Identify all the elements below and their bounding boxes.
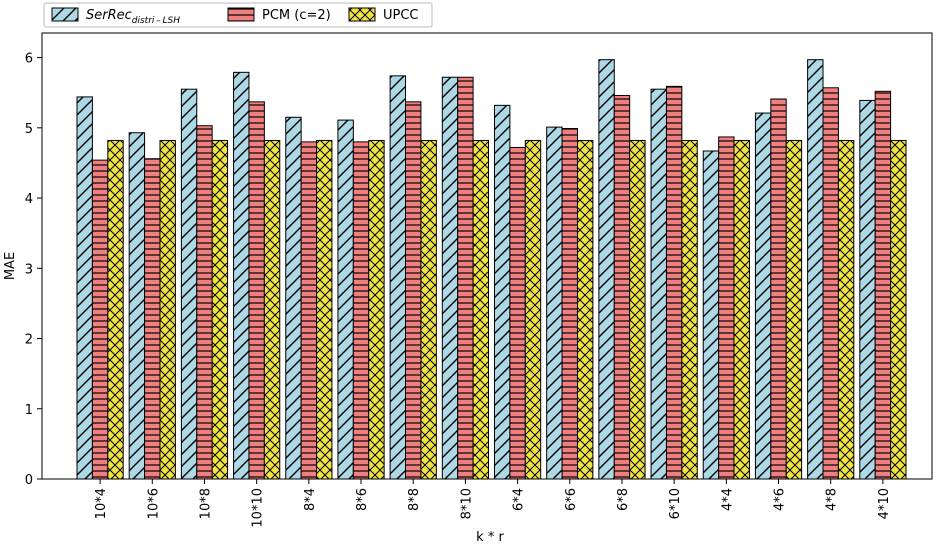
- bar-hatch-0-12: [702, 150, 720, 480]
- bar-hatch-1-4: [300, 141, 318, 480]
- y-tick-label-6: 6: [25, 52, 33, 67]
- bar-hatch-0-7: [441, 76, 459, 480]
- bar-hatch-1-8: [509, 146, 526, 480]
- x-tick-label-0: 10*4: [94, 488, 109, 519]
- bar-hatch-0-8: [493, 104, 511, 480]
- bar-hatch-2-13: [785, 139, 803, 480]
- y-tick-label-4: 4: [25, 192, 33, 207]
- x-tick-label-8: 6*4: [512, 488, 527, 511]
- x-tick-label-15: 4*10: [877, 488, 892, 519]
- bar-hatch-1-9: [561, 128, 578, 480]
- bar-hatch-2-6: [420, 139, 437, 480]
- bar-hatch-2-14: [837, 139, 855, 480]
- bar-hatch-0-0: [76, 96, 93, 480]
- bar-hatch-2-2: [211, 139, 229, 480]
- bar-hatch-2-4: [316, 139, 333, 480]
- x-tick-label-5: 8*6: [355, 488, 370, 511]
- bar-hatch-0-15: [859, 99, 876, 480]
- y-tick-label-3: 3: [25, 262, 33, 277]
- legend-swatch-pcm-hatch: [227, 7, 255, 22]
- bar-hatch-2-5: [368, 139, 385, 480]
- bar-hatch-2-0: [107, 139, 124, 480]
- y-tick-label-1: 1: [25, 403, 33, 418]
- bar-hatch-1-13: [770, 98, 787, 480]
- bar-hatch-2-1: [159, 139, 176, 480]
- bar-hatch-1-12: [718, 136, 735, 480]
- legend-swatch-serrec-hatch: [51, 7, 79, 22]
- bar-hatch-2-10: [629, 139, 646, 480]
- bar-hatch-0-2: [180, 88, 198, 480]
- legend-item-serrec: SerRecdistri – LSH: [51, 7, 180, 26]
- x-tick-label-7: 8*10: [459, 488, 474, 519]
- bar-hatch-0-9: [546, 126, 563, 480]
- x-tick-label-12: 4*4: [720, 488, 735, 511]
- bar-hatch-2-8: [524, 139, 542, 480]
- bar-hatch-1-6: [405, 101, 422, 480]
- bar-hatch-1-14: [822, 87, 839, 480]
- bar-hatch-0-5: [337, 119, 354, 480]
- y-tick-label-2: 2: [25, 333, 33, 348]
- legend: SerRecdistri – LSH PCM (c=2) UPCC: [43, 2, 433, 28]
- bar-hatch-2-12: [733, 139, 750, 480]
- x-tick-label-9: 6*6: [564, 488, 579, 511]
- x-tick-label-11: 6*10: [668, 488, 683, 519]
- bar-hatch-2-15: [890, 139, 907, 480]
- bar-hatch-0-1: [128, 132, 146, 480]
- bar-hatch-2-7: [472, 139, 490, 480]
- x-axis-label: k * r: [476, 530, 504, 545]
- bar-hatch-1-3: [248, 101, 265, 480]
- bar-hatch-1-1: [144, 158, 161, 480]
- x-tick-label-10: 6*8: [616, 488, 631, 511]
- bar-hatch-0-11: [650, 88, 667, 480]
- bar-hatch-0-10: [598, 59, 615, 480]
- bar-hatch-2-3: [263, 139, 281, 480]
- x-tick-label-13: 4*6: [773, 488, 788, 511]
- bar-hatch-2-11: [681, 139, 698, 480]
- bar-hatch-0-4: [285, 116, 302, 480]
- y-axis-label: MAE: [3, 252, 18, 280]
- x-tick-label-2: 10*8: [198, 488, 213, 519]
- bar-hatch-1-2: [196, 125, 213, 480]
- bar-hatch-1-11: [665, 85, 683, 480]
- bar-hatch-1-7: [457, 76, 474, 480]
- bar-hatch-1-15: [874, 90, 892, 480]
- x-tick-label-14: 4*8: [825, 488, 840, 511]
- bar-hatch-0-14: [807, 59, 824, 480]
- bar-hatch-0-6: [389, 75, 407, 480]
- legend-swatch-upcc-hatch: [348, 7, 376, 22]
- bar-hatch-2-9: [576, 139, 594, 480]
- legend-item-pcm: PCM (c=2): [227, 7, 331, 23]
- y-tick-label-5: 5: [25, 122, 33, 137]
- legend-label-upcc: UPCC: [383, 8, 419, 23]
- x-tick-label-6: 8*8: [407, 488, 422, 511]
- bar-hatch-0-13: [754, 112, 772, 480]
- x-tick-label-3: 10*10: [251, 488, 266, 528]
- x-tick-label-4: 8*4: [303, 488, 318, 511]
- y-tick-label-0: 0: [25, 473, 33, 488]
- bar-hatch-1-0: [91, 159, 109, 480]
- bar-hatch-1-5: [352, 141, 370, 480]
- bar-hatch-0-3: [233, 71, 250, 480]
- x-tick-label-1: 10*6: [146, 488, 161, 519]
- legend-label-serrec: SerRecdistri – LSH: [86, 8, 180, 26]
- legend-label-pcm: PCM (c=2): [262, 8, 331, 23]
- bar-hatch-1-10: [613, 95, 631, 480]
- legend-item-upcc: UPCC: [348, 7, 419, 23]
